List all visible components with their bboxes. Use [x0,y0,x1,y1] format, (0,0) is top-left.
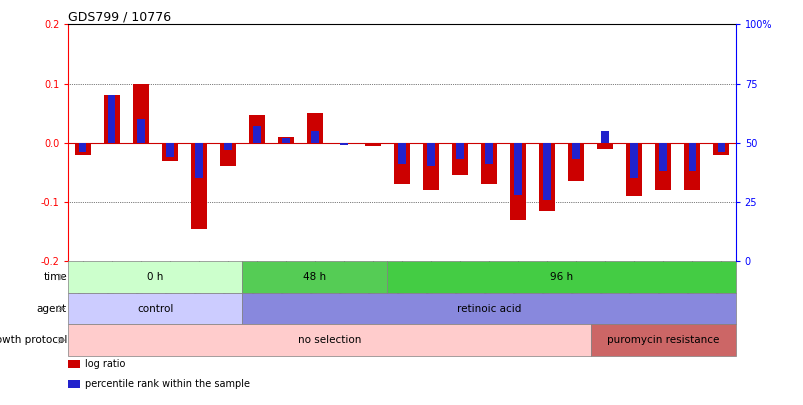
Bar [68,380,80,388]
Bar [253,126,260,143]
Bar [626,143,642,196]
Bar [190,143,206,229]
Bar [397,143,406,164]
Bar [166,143,173,157]
Bar [683,143,699,190]
Text: 0 h: 0 h [147,272,163,282]
Text: growth protocol: growth protocol [0,335,67,345]
Text: GDS799 / 10776: GDS799 / 10776 [68,10,171,23]
Bar [712,143,728,155]
Text: percentile rank within the sample: percentile rank within the sample [85,379,250,389]
Bar [716,143,724,152]
Bar [195,143,202,178]
Bar [249,115,264,143]
Bar [340,143,347,145]
Bar [597,143,613,149]
Bar [509,143,525,220]
Bar [630,143,637,178]
Bar [161,143,177,160]
Text: 96 h: 96 h [549,272,573,282]
Bar [451,143,467,175]
Bar [393,143,410,184]
Bar [108,96,116,143]
Text: time: time [43,272,67,282]
Bar [422,143,438,190]
Text: log ratio: log ratio [85,359,125,369]
Bar [282,138,289,143]
Bar [68,293,243,324]
Bar [456,143,463,159]
Bar [243,261,387,293]
Bar [132,83,149,143]
Text: 48 h: 48 h [303,272,326,282]
Bar [68,324,590,356]
Bar [485,143,492,164]
Text: agent: agent [37,304,67,313]
Bar [387,261,735,293]
Bar [224,143,231,150]
Bar [365,143,381,146]
Bar [568,143,583,181]
Bar [543,143,550,200]
Bar [590,324,735,356]
Bar [311,131,318,143]
Bar [514,143,521,195]
Bar [137,119,145,143]
Text: no selection: no selection [297,335,361,345]
Bar [68,261,243,293]
Bar [539,143,554,211]
Bar [654,143,671,190]
Bar [75,143,91,155]
Bar [307,113,323,143]
Bar [427,143,434,166]
Bar [687,143,695,171]
Bar [480,143,496,184]
Text: control: control [137,304,173,313]
Bar [601,131,608,143]
Bar [79,143,87,152]
Bar [572,143,579,159]
Text: puromycin resistance: puromycin resistance [606,335,719,345]
Bar [243,293,735,324]
Bar [278,137,294,143]
Bar [220,143,235,166]
Bar [658,143,666,171]
Bar [68,360,80,368]
Bar [104,96,120,143]
Text: retinoic acid: retinoic acid [456,304,520,313]
